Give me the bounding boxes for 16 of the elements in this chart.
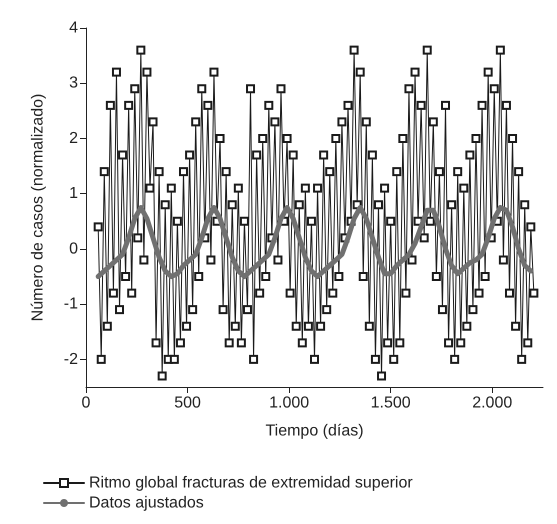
y-tick-label: -2 xyxy=(64,350,78,368)
y-tick-label: 1 xyxy=(69,185,78,202)
y-axis-title: Número de casos (normalizado) xyxy=(30,94,46,322)
legend-label: Datos ajustados xyxy=(89,494,204,512)
x-tick-label: 0 xyxy=(82,394,91,412)
x-tick-label: 1.500 xyxy=(370,394,411,412)
x-tick-label: 500 xyxy=(174,394,201,412)
y-tick-label: 3 xyxy=(69,74,78,92)
legend-label: Ritmo global fracturas de extremidad superior xyxy=(89,474,414,492)
y-tick-label: 2 xyxy=(69,130,78,147)
y-tick-label: 0 xyxy=(69,240,78,258)
y-tick-label: 4 xyxy=(69,20,78,36)
y-tick-label: -1 xyxy=(64,296,78,313)
x-tick-label: 1.000 xyxy=(269,394,310,412)
x-axis-title: Tiempo (días) xyxy=(265,422,364,440)
x-tick-label: 2.000 xyxy=(472,394,512,412)
